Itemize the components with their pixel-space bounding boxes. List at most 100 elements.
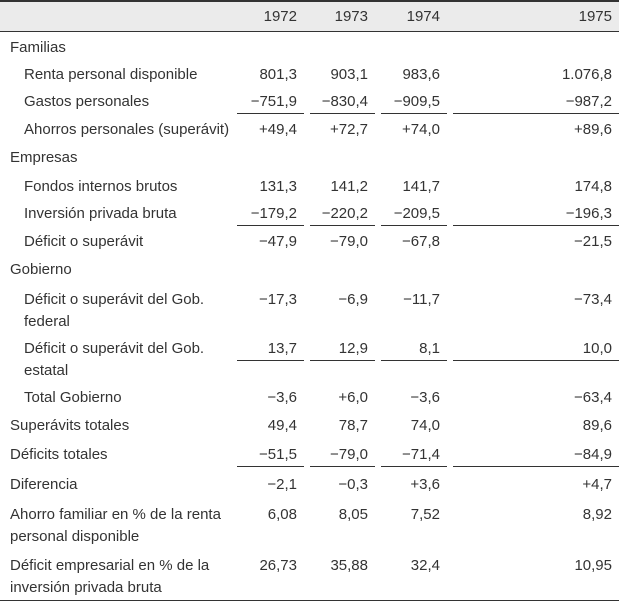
value-cell: 983,6: [375, 59, 447, 86]
cell-value: +49,4: [259, 121, 297, 138]
value-cell: −51,5: [231, 439, 304, 469]
column-header: 1973: [304, 1, 375, 32]
cell-value: −830,4: [310, 91, 375, 114]
value-cell: 174,8: [447, 171, 619, 198]
value-cell: −47,9: [231, 226, 304, 254]
cell-value: −79,0: [310, 444, 375, 467]
cell-value: 801,3: [259, 66, 297, 83]
value-cell: [304, 32, 375, 60]
value-cell: −63,4: [447, 382, 619, 410]
value-cell: −830,4: [304, 86, 375, 114]
value-cell: 89,6: [447, 410, 619, 439]
cell-value: 26,73: [259, 557, 297, 574]
cell-value: +72,7: [330, 121, 368, 138]
value-cell: 8,1: [375, 333, 447, 382]
cell-value: 74,0: [410, 417, 440, 434]
value-cell: [304, 254, 375, 284]
column-header: 1975: [447, 1, 619, 32]
table-row: Total Gobierno −3,6 +6,0 −3,6 −63,4: [0, 382, 619, 410]
cell-value: −11,7: [403, 291, 440, 308]
cell-value: +3,6: [410, 476, 440, 493]
header-row: 1972 1973 1974 1975: [0, 1, 619, 32]
cell-value: −79,0: [330, 233, 368, 250]
value-cell: −17,3: [231, 284, 304, 333]
value-cell: −196,3: [447, 198, 619, 226]
cell-value: 10,0: [453, 338, 619, 361]
value-cell: −79,0: [304, 439, 375, 469]
value-cell: −67,8: [375, 226, 447, 254]
value-cell: 131,3: [231, 171, 304, 198]
value-cell: 10,0: [447, 333, 619, 382]
table-row: Familias: [0, 32, 619, 60]
cell-value: 983,6: [402, 66, 440, 83]
value-cell: 7,52: [375, 499, 447, 550]
row-label: Familias: [10, 39, 66, 56]
value-cell: 141,2: [304, 171, 375, 198]
cell-value: 8,92: [582, 506, 612, 523]
value-cell: +89,6: [447, 114, 619, 142]
cell-value: 10,95: [574, 557, 612, 574]
row-label: Gastos personales: [24, 93, 150, 110]
row-label: Déficit o superávit del Gob. federal: [24, 291, 205, 330]
value-cell: [447, 142, 619, 171]
value-cell: [231, 32, 304, 60]
cell-value: 8,05: [338, 506, 368, 523]
value-cell: +6,0: [304, 382, 375, 410]
value-cell: 32,4: [375, 550, 447, 600]
table-row: Fondos internos brutos 131,3 141,2 141,7 174…: [0, 171, 619, 198]
table-row: Ahorro familiar en % de la renta persona…: [0, 499, 619, 550]
table-row: Renta personal disponible 801,3 903,1 983,6…: [0, 59, 619, 86]
row-label: Fondos internos brutos: [24, 178, 178, 195]
value-cell: 74,0: [375, 410, 447, 439]
value-cell: 8,05: [304, 499, 375, 550]
column-header-label: [0, 1, 231, 32]
row-label: Diferencia: [10, 476, 78, 493]
column-header: 1974: [375, 1, 447, 32]
cell-value: 32,4: [410, 557, 440, 574]
cell-value: −209,5: [381, 203, 447, 226]
value-cell: −84,9: [447, 439, 619, 469]
value-cell: −179,2: [231, 198, 304, 226]
value-cell: −73,4: [447, 284, 619, 333]
row-label: Ahorro familiar en % de la renta persona…: [10, 506, 221, 545]
value-cell: 141,7: [375, 171, 447, 198]
value-cell: −220,2: [304, 198, 375, 226]
row-label: Superávits totales: [10, 417, 130, 434]
cell-value: 131,3: [259, 178, 297, 195]
cell-value: 1.076,8: [561, 66, 612, 83]
cell-value: +74,0: [402, 121, 440, 138]
cell-value: 78,7: [338, 417, 368, 434]
cell-value: −3,6: [267, 389, 297, 406]
row-label: Total Gobierno: [24, 389, 122, 406]
cell-value: −2,1: [267, 476, 297, 493]
value-cell: [447, 32, 619, 60]
row-label: Gobierno: [10, 261, 72, 278]
cell-value: −751,9: [237, 91, 304, 114]
cell-value: 49,4: [267, 417, 297, 434]
cell-value: −17,3: [259, 291, 297, 308]
cell-value: −84,9: [453, 444, 619, 467]
cell-value: −71,4: [381, 444, 447, 467]
value-cell: 1.076,8: [447, 59, 619, 86]
cell-value: 7,52: [410, 506, 440, 523]
cell-value: 89,6: [582, 417, 612, 434]
cell-value: 12,9: [310, 338, 375, 361]
table-row: Déficit empresarial en % de la inversión…: [0, 550, 619, 600]
value-cell: −0,3: [304, 469, 375, 499]
value-cell: 78,7: [304, 410, 375, 439]
cell-value: −196,3: [453, 203, 619, 226]
cell-value: −0,3: [338, 476, 368, 493]
value-cell: −11,7: [375, 284, 447, 333]
value-cell: +74,0: [375, 114, 447, 142]
value-cell: +49,4: [231, 114, 304, 142]
value-cell: [447, 254, 619, 284]
value-cell: −751,9: [231, 86, 304, 114]
value-cell: −21,5: [447, 226, 619, 254]
value-cell: −987,2: [447, 86, 619, 114]
row-label: Déficits totales: [10, 446, 108, 463]
value-cell: +72,7: [304, 114, 375, 142]
table-row: Déficit o superávit del Gob. estatal 13,7…: [0, 333, 619, 382]
row-label: Ahorros personales (superávit): [24, 121, 230, 138]
cell-value: 13,7: [237, 338, 304, 361]
